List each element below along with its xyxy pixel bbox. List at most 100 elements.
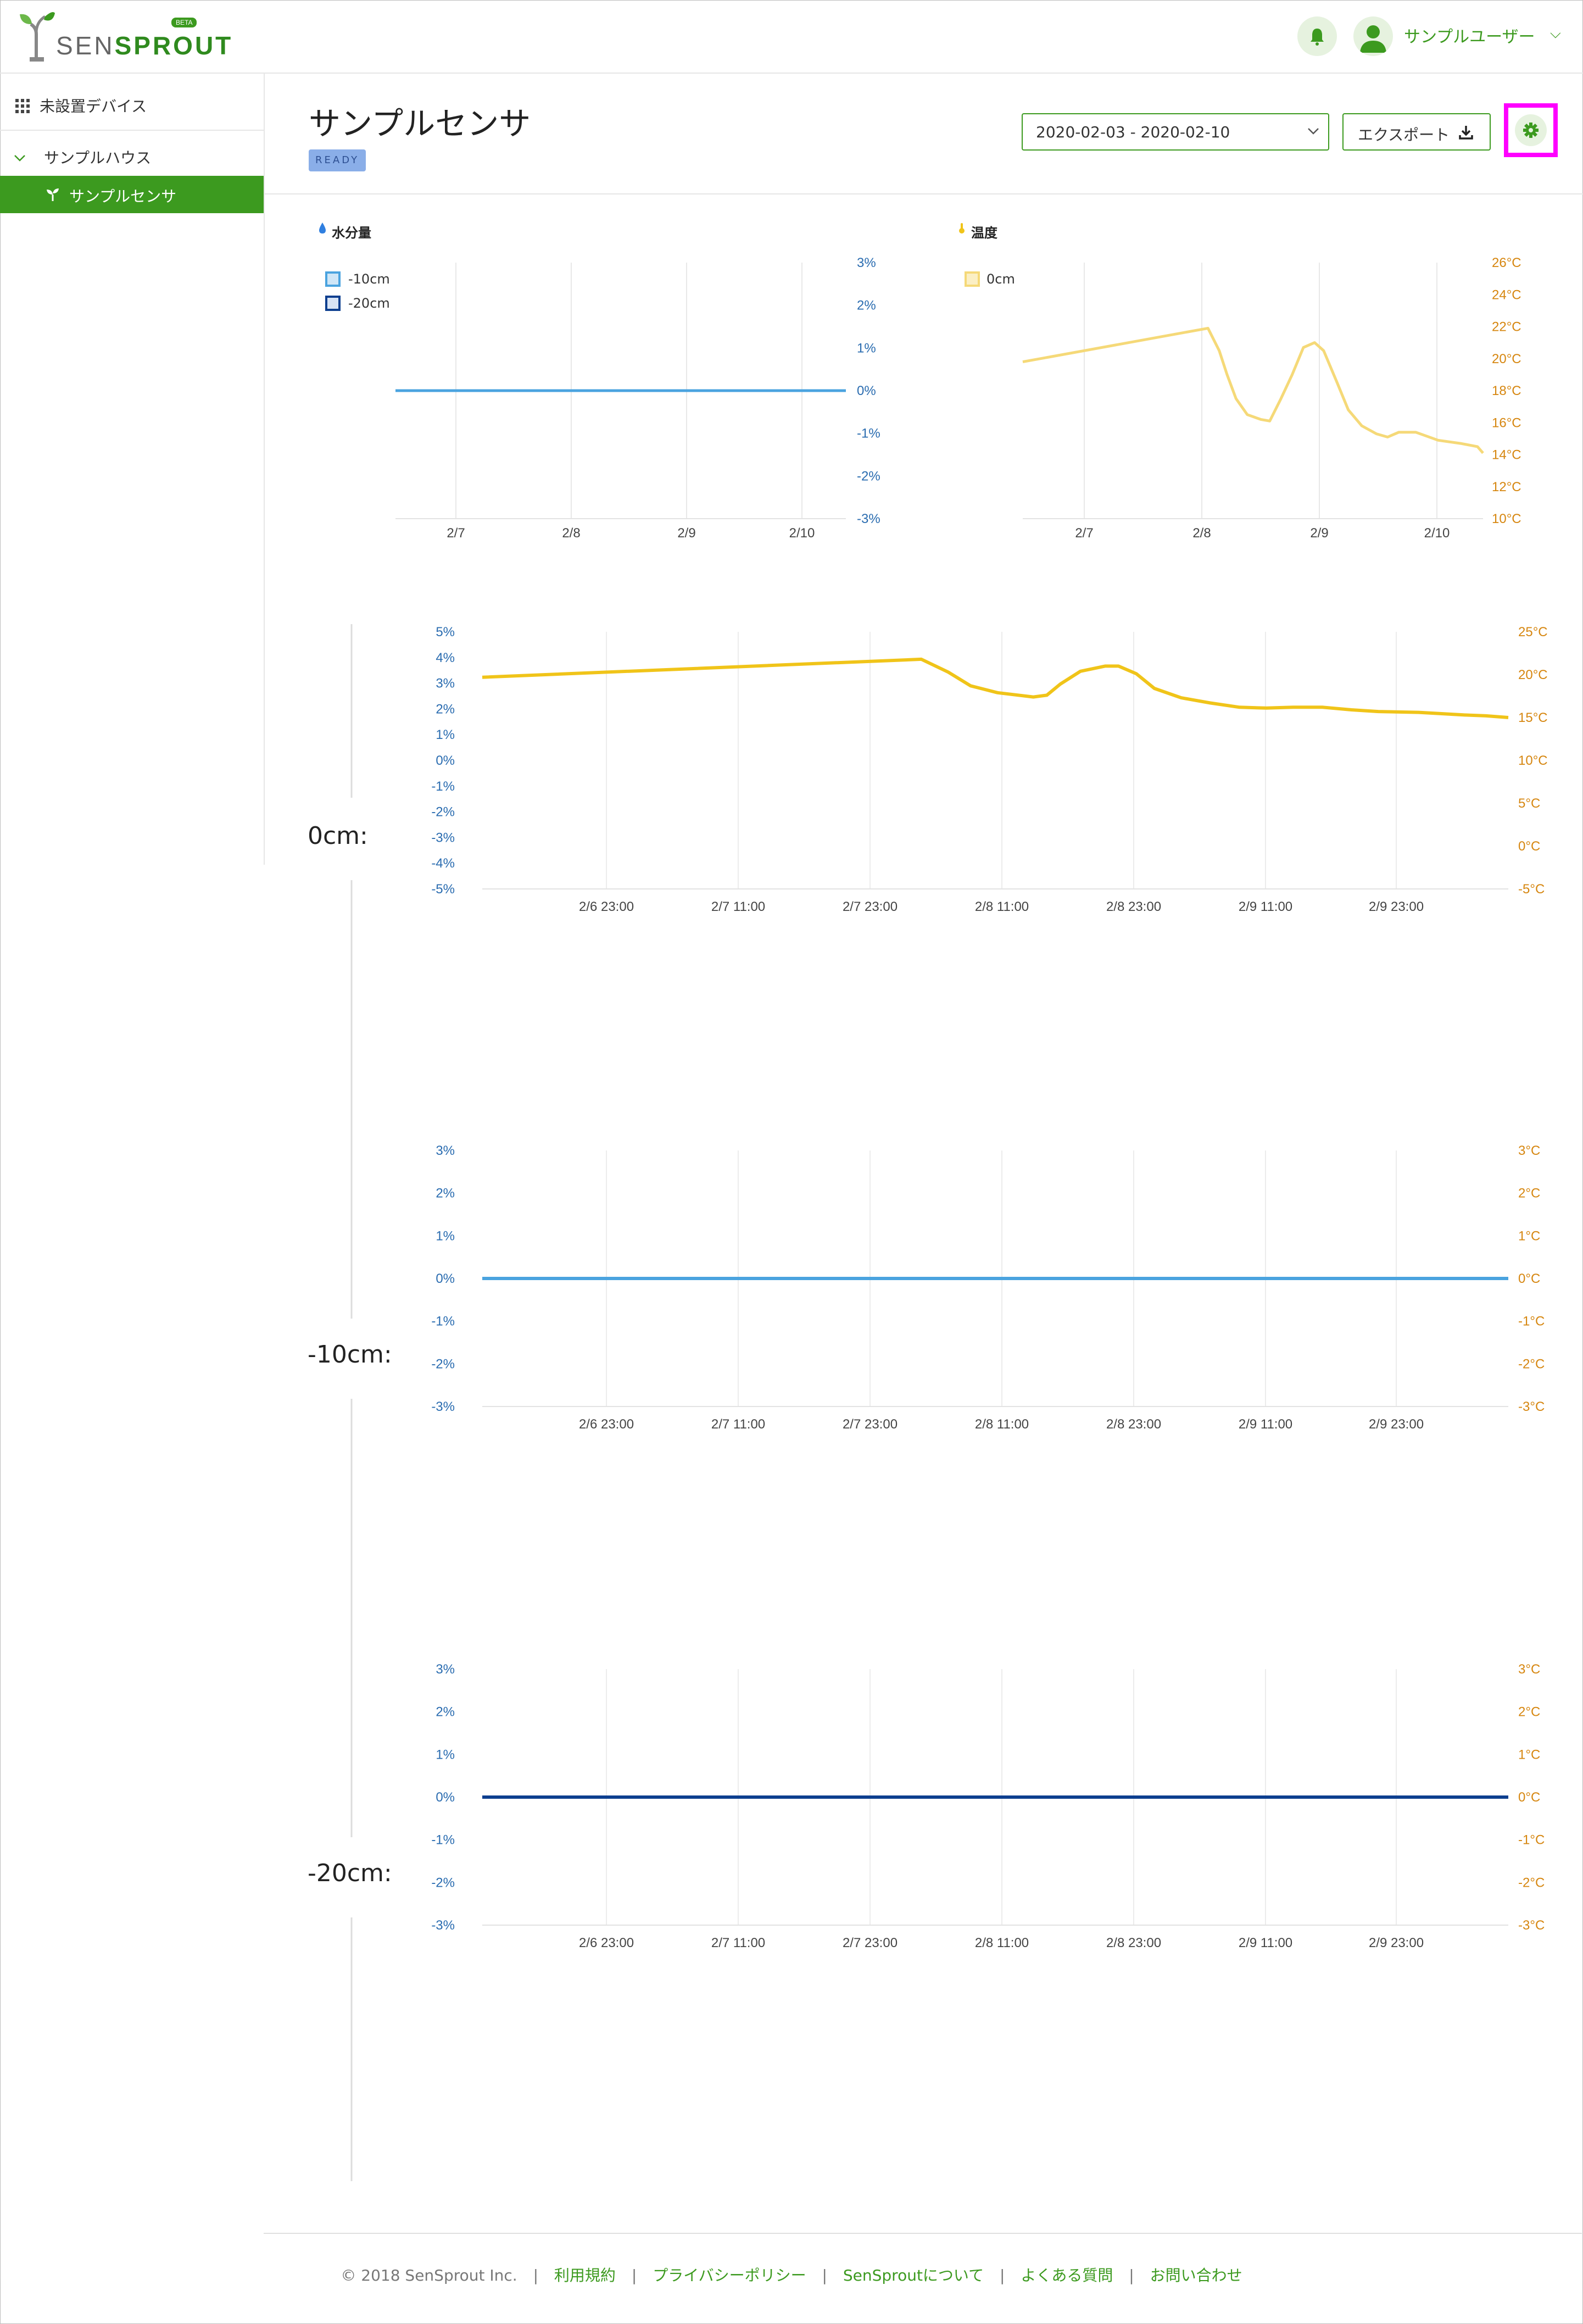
footer-divider <box>264 2233 1582 2234</box>
y-left-tick-label: -3% <box>431 1399 455 1414</box>
y-tick-label: 0% <box>857 383 876 398</box>
leaf-icon <box>20 12 55 62</box>
beta-badge: BETA <box>171 18 197 27</box>
y-tick-label: 24°C <box>1492 287 1521 302</box>
y-right-tick-label: 1°C <box>1518 1747 1540 1762</box>
y-right-tick-label: 0°C <box>1518 1790 1540 1805</box>
y-left-tick-label: -2% <box>431 1875 455 1890</box>
footer-link-faq[interactable]: よくある質問 <box>1021 2266 1113 2284</box>
x-tick-label: 2/7 11:00 <box>711 1936 765 1950</box>
y-tick-label: 22°C <box>1492 320 1521 335</box>
sidebar-item-selected[interactable]: サンプルセンサ <box>0 176 264 213</box>
depth-label-0cm: 0cm: <box>308 822 368 850</box>
y-tick-label: 2% <box>857 298 876 313</box>
footer-separator: | <box>631 2266 637 2284</box>
y-right-tick-label: -3°C <box>1518 1399 1545 1414</box>
date-range-select[interactable]: 2020-02-03 - 2020-02-10 <box>1022 113 1329 151</box>
y-left-tick-label: 5% <box>436 625 455 640</box>
x-tick-label: 2/9 11:00 <box>1239 1417 1292 1432</box>
y-left-tick-label: -4% <box>431 856 455 871</box>
chevron-down-icon[interactable]: ⌵ <box>1550 25 1561 42</box>
footer-separator: | <box>1000 2266 1005 2284</box>
user-icon <box>1360 25 1386 53</box>
y-left-tick-label: 0% <box>436 1790 455 1805</box>
top-header: SENSPROUT BETA サンプルユーザー ⌵ <box>0 0 1583 74</box>
x-tick-label: 2/9 23:00 <box>1369 899 1424 914</box>
footer-separator: | <box>822 2266 827 2284</box>
y-left-tick-label: 1% <box>436 727 455 742</box>
y-right-tick-label: 25°C <box>1518 625 1548 640</box>
y-right-tick-label: 15°C <box>1518 710 1548 725</box>
y-right-tick-label: 0°C <box>1518 839 1540 854</box>
export-button[interactable]: エクスポート <box>1342 113 1491 151</box>
y-right-tick-label: -1°C <box>1518 1314 1545 1329</box>
x-tick-label: 2/9 <box>677 526 695 541</box>
x-tick-label: 2/7 <box>1075 526 1093 541</box>
y-tick-label: 26°C <box>1492 255 1521 270</box>
y-tick-label: 12°C <box>1492 480 1521 494</box>
download-icon <box>1459 126 1473 140</box>
x-tick-label: 2/8 23:00 <box>1106 1417 1161 1432</box>
moisture-panel-title: 水分量 <box>332 225 371 241</box>
x-tick-label: 2/7 <box>447 526 465 541</box>
y-tick-label: 18°C <box>1492 383 1521 398</box>
y-tick-label: -3% <box>857 511 880 526</box>
export-label: エクスポート <box>1358 126 1450 144</box>
x-tick-label: 2/7 23:00 <box>843 899 898 914</box>
y-right-tick-label: -3°C <box>1518 1918 1545 1933</box>
y-tick-label: 3% <box>857 255 876 270</box>
y-right-tick-label: 1°C <box>1518 1228 1540 1243</box>
footer-link-terms[interactable]: 利用規約 <box>554 2266 616 2284</box>
footer-link-about[interactable]: SenSproutについて <box>843 2266 984 2284</box>
y-left-tick-label: -5% <box>431 882 455 897</box>
footer-link-privacy[interactable]: プライバシーポリシー <box>653 2266 806 2284</box>
user-menu-name[interactable]: サンプルユーザー <box>1404 27 1535 47</box>
y-right-tick-label: 2°C <box>1518 1186 1540 1201</box>
y-tick-label: 1% <box>857 341 876 355</box>
y-tick-label: 14°C <box>1492 448 1521 463</box>
sidebar-item-group[interactable]: サンプルハウス <box>44 149 152 167</box>
sidebar-item-unassigned[interactable]: 未設置デバイス <box>40 97 147 115</box>
y-left-tick-label: 0% <box>436 753 455 768</box>
y-right-tick-label: 3°C <box>1518 1662 1540 1677</box>
x-tick-label: 2/7 23:00 <box>843 1417 898 1432</box>
x-tick-label: 2/9 11:00 <box>1239 899 1292 914</box>
legend-swatch-0cm[interactable] <box>965 271 980 287</box>
footer-link-contact[interactable]: お問い合わせ <box>1150 2266 1242 2284</box>
depth-label-10cm: -10cm: <box>308 1341 392 1369</box>
y-right-tick-label: 20°C <box>1518 668 1548 682</box>
y-left-tick-label: 2% <box>436 1186 455 1201</box>
notification-button[interactable] <box>1297 16 1337 56</box>
x-tick-label: 2/8 23:00 <box>1106 899 1161 914</box>
thermometer-icon <box>959 223 965 233</box>
y-left-tick-label: 1% <box>436 1747 455 1762</box>
y-right-tick-label: -1°C <box>1518 1833 1545 1848</box>
bell-icon <box>1311 29 1324 46</box>
y-left-tick-label: -1% <box>431 779 455 794</box>
series-line-0cm <box>1022 326 1484 454</box>
sensprout-logo[interactable]: SENSPROUT BETA <box>20 9 231 64</box>
y-right-tick-label: -2°C <box>1518 1356 1545 1371</box>
grid-icon <box>15 99 30 113</box>
settings-button[interactable] <box>1504 103 1558 157</box>
x-tick-label: 2/10 <box>789 526 815 541</box>
y-right-tick-label: 5°C <box>1518 796 1540 811</box>
user-avatar[interactable] <box>1353 16 1393 56</box>
footer-copyright: © 2018 SenSprout Inc. <box>341 2266 517 2284</box>
footer-separator: | <box>533 2266 539 2284</box>
sprout-icon <box>47 188 59 201</box>
y-left-tick-label: 2% <box>436 702 455 716</box>
x-tick-label: 2/7 23:00 <box>843 1936 898 1950</box>
y-right-tick-label: 3°C <box>1518 1143 1540 1158</box>
gear-icon <box>1523 123 1539 138</box>
x-tick-label: 2/7 11:00 <box>711 899 765 914</box>
x-tick-label: 2/8 <box>1192 526 1211 541</box>
chevron-down-icon[interactable] <box>13 154 26 163</box>
legend-label: 0cm <box>986 271 1015 287</box>
x-tick-label: 2/9 23:00 <box>1369 1936 1424 1950</box>
chevron-down-icon <box>1308 128 1319 135</box>
legend-swatch-20cm[interactable] <box>325 296 341 311</box>
legend-swatch-10cm[interactable] <box>325 271 341 287</box>
sidebar-item-label: サンプルセンサ <box>69 187 177 205</box>
